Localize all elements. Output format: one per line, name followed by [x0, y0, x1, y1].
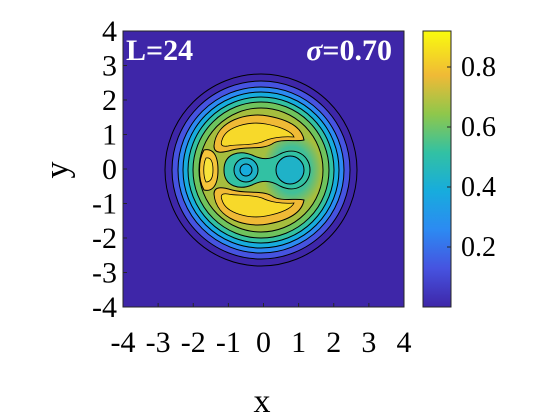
colorbar-gradient	[422, 30, 452, 308]
colorbar-tick-label: 0.2	[461, 232, 496, 263]
y-tick-label: 3	[102, 50, 117, 83]
annotation-l: L=24	[126, 34, 193, 67]
x-axis-label: x	[254, 383, 271, 420]
y-tick-label: 2	[102, 84, 117, 117]
colorbar: 0.2 0.4 0.6 0.8	[422, 30, 496, 308]
core-right-ring	[275, 155, 305, 185]
upper-crescent-core	[220, 122, 295, 147]
y-tick-label: 4	[102, 15, 117, 48]
sigma-value: =0.70	[322, 34, 392, 67]
colorbar-tick-label: 0.4	[461, 172, 496, 203]
x-tick-label: -3	[146, 326, 171, 359]
colorbar-ticks: 0.2 0.4 0.6 0.8	[447, 52, 496, 263]
x-tick-label: -4	[111, 326, 136, 359]
x-axis-ticks: -4 -3 -2 -1 0 1 2 3 4	[111, 303, 412, 359]
y-tick-label: -1	[92, 188, 117, 221]
sigma-symbol: σ	[306, 34, 323, 67]
y-tick-label: -4	[92, 291, 117, 324]
colorbar-tick-label: 0.8	[461, 52, 496, 83]
x-tick-label: -2	[181, 326, 206, 359]
y-axis-label: y	[39, 162, 76, 179]
colorbar-tick-label: 0.6	[461, 112, 496, 143]
y-tick-label: 0	[102, 153, 117, 186]
x-tick-label: 1	[291, 326, 306, 359]
y-tick-label: -2	[92, 222, 117, 255]
lower-crescent-core	[220, 193, 295, 218]
x-tick-label: 2	[326, 326, 341, 359]
annotation-sigma: σ=0.70	[306, 34, 392, 67]
core-left-center	[239, 163, 253, 177]
x-tick-label: -1	[216, 326, 241, 359]
y-tick-label: -3	[92, 257, 117, 290]
y-tick-label: 1	[102, 119, 117, 152]
x-tick-label: 0	[256, 326, 271, 359]
x-tick-label: 3	[361, 326, 376, 359]
x-tick-label: 4	[397, 326, 412, 359]
left-band-core	[203, 157, 214, 183]
